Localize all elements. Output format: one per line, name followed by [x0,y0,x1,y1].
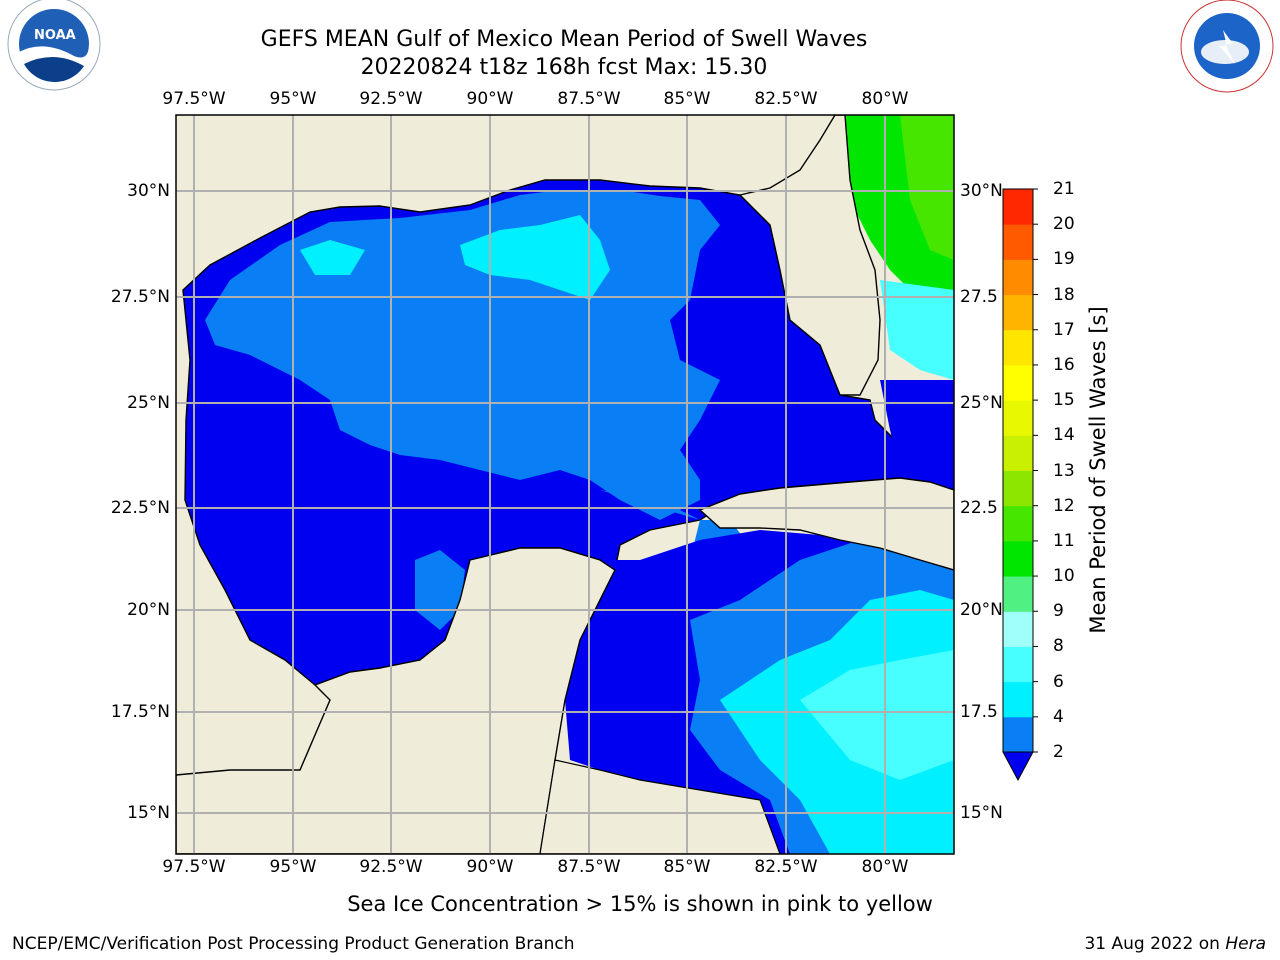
footer-credit: NCEP/EMC/Verification Post Processing Pr… [12,934,575,954]
lat-label-right: 22.5 [960,498,998,518]
cuba-land [698,477,954,571]
map-frame [175,114,955,855]
colorbar-segment [1003,435,1033,471]
colorbar-segment [1003,540,1033,577]
footer-date: 31 Aug 2022 on Hera [1084,934,1266,954]
colorbar-tick-label: 11 [1053,530,1075,551]
colorbar-tick-label: 12 [1053,495,1075,516]
colorbar-tick-label: 15 [1053,390,1075,411]
colorbar-segment [1003,611,1033,647]
atlantic-swell-deep [880,380,954,500]
colorbar-tick-label: 21 [1053,179,1075,199]
lon-label-bottom: 97.5°W [162,857,226,877]
lat-label-left: 30°N [127,181,170,201]
lat-label-left: 15°N [127,803,170,823]
yucatan-land [176,547,616,854]
colorbar-tick-label: 4 [1053,706,1064,727]
colorbar-tick-label: 18 [1053,284,1075,305]
colorbar-segment [1003,329,1033,366]
lat-label-left: 27.5°N [110,287,170,307]
lat-label-left: 17.5°N [110,702,170,722]
central-america-land [539,759,781,854]
lon-label-top: 87.5°W [557,89,621,109]
colorbar-frame [1002,188,1034,753]
caribbean-swell-6-8 [800,650,954,780]
sea-ice-note: Sea Ice Concentration > 15% is shown in … [347,892,933,916]
lat-label-right: 30°N [960,181,1003,201]
colorbar-tick-label: 10 [1053,566,1075,587]
noaa-logo [7,0,101,91]
graticule [176,115,954,854]
nws-logo [1180,0,1274,93]
lat-label-right: 17.5 [960,702,998,722]
colorbar-tick-label: 20 [1053,214,1075,235]
gulf-swell-4-6 [460,215,610,300]
title-line-1: GEFS MEAN Gulf of Mexico Mean Period of … [260,27,868,52]
colorbar-segment [1003,364,1033,401]
gulf-swell-4-6-west [300,240,365,275]
colorbar-tick-label: 6 [1053,671,1064,692]
colorbar-segment [1003,646,1033,683]
colorbar-title: Mean Period of Swell Waves [s] [1086,306,1110,634]
colorbar-under-arrow [1002,751,1034,782]
atlantic-swell-light-green [900,115,954,260]
colorbar-segment [1003,716,1033,753]
colorbar-tick-label: 19 [1053,249,1075,270]
footer-host: Hera [1225,934,1266,954]
lat-label-right: 27.5 [960,287,998,307]
lon-label-top: 92.5°W [359,89,423,109]
colorbar-segment [1003,470,1033,507]
lon-label-top: 82.5°W [754,89,818,109]
colorbar-segment [1003,400,1033,436]
lon-label-top: 85°W [663,89,711,109]
lon-label-top: 80°W [861,89,909,109]
lon-label-bottom: 85°W [663,857,711,877]
lon-label-bottom: 95°W [269,857,317,877]
colorbar-segment [1003,189,1033,225]
lat-label-right: 20°N [960,600,1003,620]
lon-label-bottom: 90°W [466,857,514,877]
map-area [176,115,954,854]
title-line-2: 20220824 t18z 168h fcst Max: 15.30 [360,55,768,80]
colorbar-segment [1003,681,1033,718]
colorbar-segment [1003,294,1033,331]
colorbar-tick-label: 14 [1053,425,1075,446]
colorbar-segment [1003,505,1033,542]
lon-label-top: 97.5°W [162,89,226,109]
colorbar-tick-label: 13 [1053,460,1075,481]
lon-label-bottom: 80°W [861,857,909,877]
colorbar-tick-label: 17 [1053,319,1075,340]
florida-land [738,115,881,396]
lon-label-bottom: 92.5°W [359,857,423,877]
colorbar-segment [1003,576,1033,612]
colorbar-segment [1003,259,1033,296]
lat-label-left: 20°N [127,600,170,620]
lon-label-bottom: 82.5°W [754,857,818,877]
lat-label-left: 25°N [127,393,170,413]
colorbar-tick-label: 16 [1053,354,1075,375]
colorbar-tick-label: 9 [1053,601,1064,622]
colorbar [1003,188,1038,753]
lon-label-top: 95°W [269,89,317,109]
colorbar-segment [1003,224,1033,260]
lon-label-top: 90°W [466,89,514,109]
footer-date-text: 31 Aug 2022 on [1084,934,1226,954]
colorbar-tick-label: 8 [1053,636,1064,657]
lat-label-right: 15°N [960,803,1003,823]
lat-label-right: 25°N [960,393,1003,413]
lat-label-left: 22.5°N [110,498,170,518]
atlantic-swell-cyan [880,280,954,380]
noaa-logo-text: NOAA [34,28,76,43]
lon-label-bottom: 87.5°W [557,857,621,877]
colorbar-tick-label: 2 [1053,742,1064,762]
